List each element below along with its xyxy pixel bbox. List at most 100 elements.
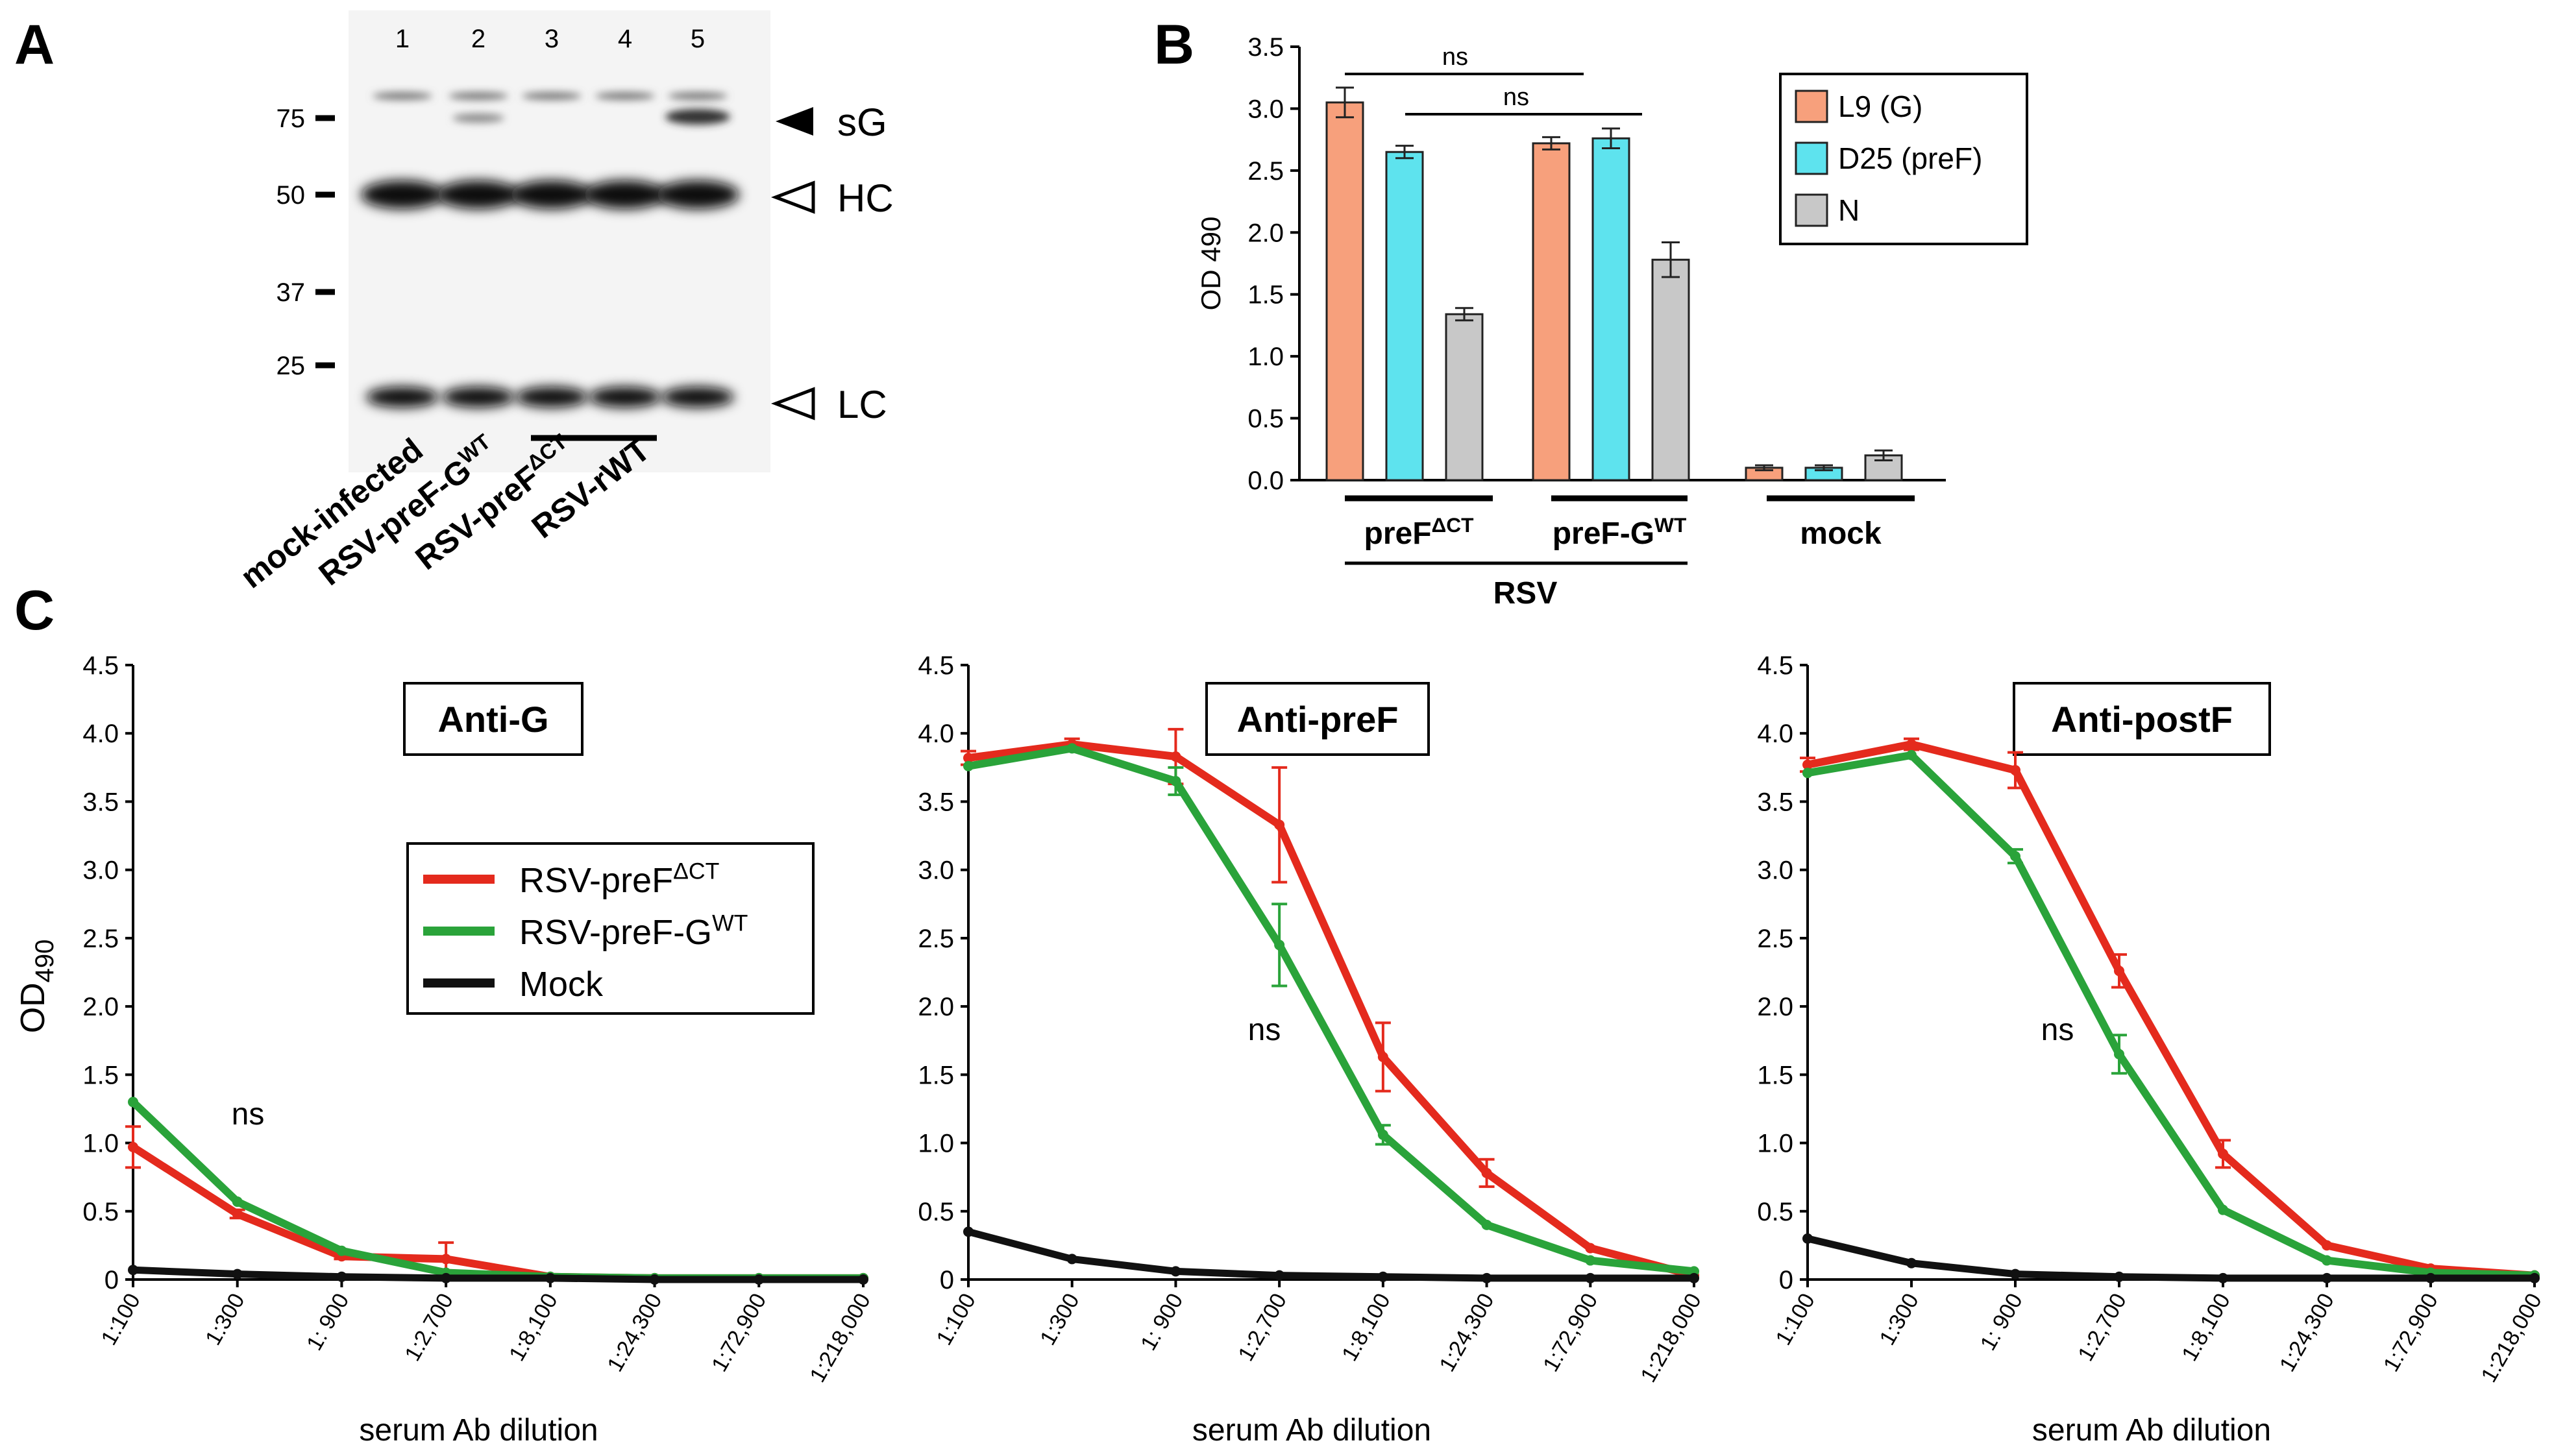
mw-marker-label: 75: [276, 104, 306, 133]
group-label-main: mock: [1800, 516, 1882, 551]
data-point: [1066, 743, 1077, 754]
series-line-2: [1806, 1235, 2535, 1282]
x-tick-label: 1:100: [1771, 1289, 1819, 1350]
band-upper-lane4: [595, 92, 655, 100]
open-arrowhead-icon: [770, 387, 815, 420]
y-tick-label: 3.5: [1247, 33, 1284, 62]
x-tick-label: 1:8,100: [504, 1289, 563, 1365]
band-upper-lane2: [448, 92, 508, 100]
x-tick-label: 1:8,100: [2177, 1289, 2235, 1365]
significance-label: ns: [1503, 84, 1529, 111]
data-point: [2218, 1272, 2228, 1283]
y-tick-label: 0.0: [1247, 467, 1284, 495]
legend-label: RSV-preF-GWT: [519, 910, 748, 952]
significance-label: ns: [232, 1097, 265, 1132]
x-tick-label: 1:24,300: [1434, 1289, 1499, 1376]
data-point: [1689, 1272, 1699, 1283]
x-axis-label: serum Ab dilution: [2032, 1413, 2271, 1448]
y-tick-label: 0.5: [82, 1198, 119, 1226]
y-tick-label: 2.5: [82, 925, 119, 953]
series-line-0: [1806, 740, 2535, 1280]
data-point: [232, 1268, 243, 1280]
filled-arrowhead-icon: [776, 107, 813, 136]
chart-title: Anti-preF: [1237, 699, 1399, 740]
line-chart-anti-postf: 0 0.5 1.0 1.5 2.0 2.5 3.0 3.5 4.0 4.5 1:100 1:300 1:…: [1757, 651, 2547, 1448]
bar-L9 (G): [1532, 142, 1571, 481]
y-tick-label: 1.0: [1247, 343, 1284, 371]
y-tick-label: 2.5: [1757, 925, 1793, 953]
mw-marker-label: 37: [276, 278, 306, 307]
legend-swatch: [1795, 141, 1828, 175]
y-tick-label: 1.0: [1757, 1130, 1793, 1158]
legend-label-sup: ΔCT: [673, 858, 719, 884]
series-line-1: [1806, 751, 2535, 1280]
lane-numbers: 1 2 3 4 5: [395, 25, 705, 53]
band-hc-lane1: [361, 180, 444, 209]
band-hc-lane5: [656, 180, 739, 209]
band-labels: sG HC LC: [770, 101, 894, 426]
y-tick-label: 1.5: [1757, 1061, 1793, 1089]
series-line-2: [132, 1266, 863, 1283]
x-tick-label: 1:72,900: [707, 1289, 771, 1376]
band-sg-lane5: [665, 109, 730, 125]
data-point: [963, 760, 974, 771]
data-point: [545, 1272, 556, 1283]
chart-title: Anti-postF: [2051, 699, 2233, 740]
data-point: [2425, 1272, 2436, 1283]
y-tick-label: 0: [1779, 1266, 1793, 1294]
data-point: [649, 1274, 660, 1285]
data-point: [858, 1274, 868, 1285]
chart-title: Anti-G: [437, 699, 548, 740]
lane-number-1: 1: [395, 25, 410, 53]
title-box: [2013, 682, 2271, 756]
band-lc-lane3: [515, 387, 588, 407]
group-label-main: preF: [1364, 516, 1432, 551]
bar-N: [1651, 258, 1690, 481]
y-tick-label: 1.5: [1247, 281, 1284, 309]
data-point: [1585, 1243, 1596, 1254]
y-tick-label: 0: [940, 1266, 954, 1294]
data-point: [2218, 1204, 2228, 1215]
x-tick-label: 1:2,700: [400, 1289, 458, 1365]
title-box: [1205, 682, 1430, 756]
group-label-sup: ΔCT: [1432, 513, 1474, 537]
band-sg-lane2: [452, 114, 504, 123]
open-arrowhead-icon: [770, 180, 815, 214]
legend-label: D25 (preF): [1838, 141, 1982, 175]
data-point: [2114, 1271, 2124, 1282]
data-point: [232, 1196, 243, 1207]
y-tick-label: 3.0: [1247, 95, 1284, 123]
band-label: sG: [837, 101, 887, 144]
data-point: [2322, 1240, 2332, 1251]
data-point: [2529, 1272, 2540, 1283]
legend-label: Mock: [519, 965, 604, 1004]
x-tick-label: 1:218,000: [805, 1289, 876, 1387]
y-tick-label: 4.5: [918, 651, 954, 680]
y-tick-label: 1.0: [82, 1130, 119, 1158]
y-tick-label: 4.0: [82, 720, 119, 748]
data-point: [1585, 1272, 1596, 1283]
legend-label: N: [1838, 193, 1860, 227]
x-tick-label: 1: 900: [302, 1289, 354, 1355]
x-tick-label: 1:24,300: [2275, 1289, 2339, 1376]
y-tick-label: 3.0: [918, 856, 954, 885]
bar-D25 (preF): [1591, 137, 1630, 481]
data-point: [1377, 1271, 1388, 1282]
band-lc-lane4: [589, 387, 661, 407]
x-tick-label: 1:218,000: [2476, 1289, 2547, 1387]
y-tick-label: 1.5: [82, 1061, 119, 1089]
bar-L9 (G): [1325, 101, 1364, 481]
panel-a-label: A: [14, 14, 55, 76]
band-upper-lane3: [522, 92, 582, 100]
group-label: preFΔCT: [1364, 513, 1474, 551]
significance-label: ns: [2041, 1013, 2074, 1047]
legend-swatch: [1795, 193, 1828, 227]
lane-number-3: 3: [545, 25, 559, 53]
line-charts: 0 0.5 1.0 1.5 2.0 2.5 3.0 3.5 4.0 4.5 1:100 1:300 1:…: [14, 651, 2547, 1448]
x-tick-label: 1:2,700: [1233, 1289, 1292, 1365]
western-blot: [349, 10, 770, 472]
data-point: [1906, 1257, 1917, 1268]
x-tick-label: 1:72,900: [1538, 1289, 1602, 1376]
significance-label: ns: [1442, 43, 1468, 71]
